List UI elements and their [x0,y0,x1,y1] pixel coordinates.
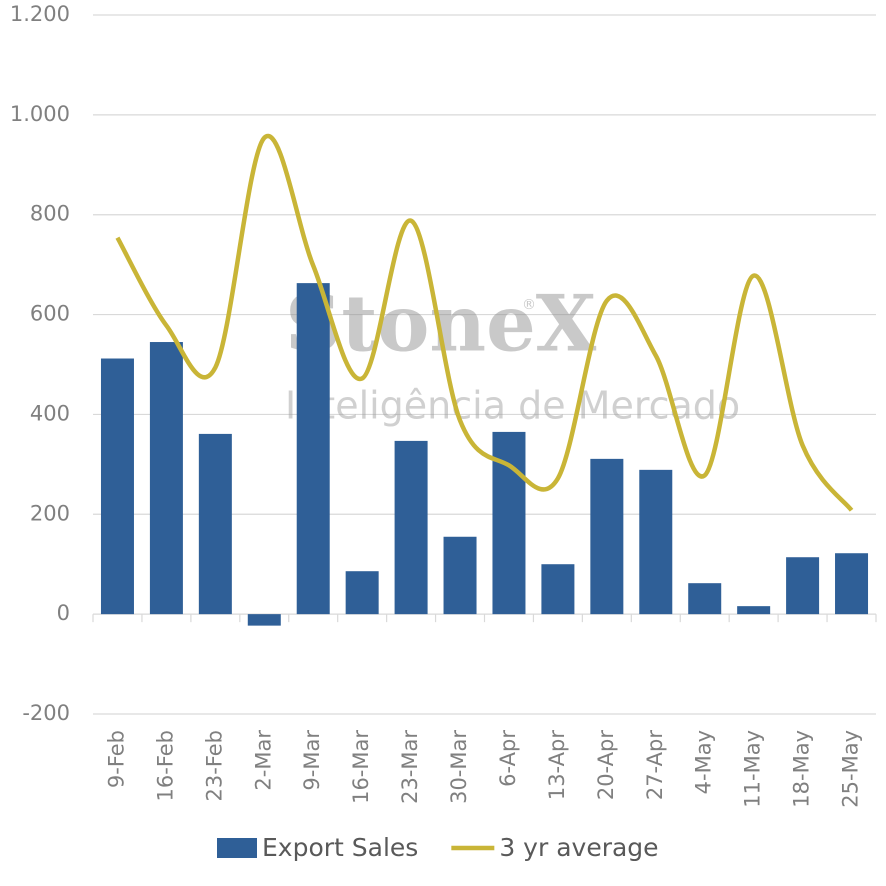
y-tick-label: 400 [30,401,70,425]
watermark: StoneX ® Inteligência de Mercado [285,279,740,428]
x-tick-label: 16-Mar [349,730,373,804]
bar [443,536,477,615]
bar [639,469,673,615]
bar [688,583,722,615]
x-tick-label: 2-Mar [251,730,275,791]
y-tick-label: 200 [30,501,70,525]
y-tick-label: 1.000 [10,102,70,126]
y-tick-label: 600 [30,302,70,326]
y-tick-label: -200 [22,701,70,725]
x-tick-label: 11-May [741,730,765,808]
bar [737,606,771,615]
x-tick-label: 27-Apr [643,730,667,801]
bar [247,614,281,626]
x-tick-label: 4-May [692,730,716,794]
x-tick-label: 20-Apr [594,730,618,801]
y-tick-label: 0 [57,601,70,625]
watermark-mark: ® [522,297,536,313]
legend-swatch [217,838,257,858]
y-tick-label: 1.200 [10,2,70,26]
x-tick-label: 16-Feb [153,730,177,801]
legend-label: Export Sales [262,833,418,862]
watermark-brand: StoneX [285,279,597,370]
bar [541,564,575,615]
bar [296,283,330,615]
x-tick-label: 6-Apr [496,730,520,787]
bar [786,557,820,615]
x-tick-label: 23-Feb [202,730,226,801]
bar [149,342,183,615]
legend-label: 3 yr average [499,833,658,862]
bar [198,433,232,615]
bar [835,553,869,615]
bar [590,458,624,615]
watermark-tagline: Inteligência de Mercado [285,384,740,428]
bar [345,571,379,615]
x-tick-label: 9-Feb [104,730,128,788]
line [115,133,854,512]
x-tick-label: 30-Mar [447,730,471,804]
x-tick-label: 13-Apr [545,730,569,801]
x-tick-label: 23-Mar [398,730,422,804]
x-tick-label: 25-May [839,730,863,808]
x-tick-label: 18-May [790,730,814,808]
bar [394,440,428,615]
x-tick-label: 9-Mar [300,730,324,791]
y-tick-label: 800 [30,202,70,226]
bar [100,358,134,615]
